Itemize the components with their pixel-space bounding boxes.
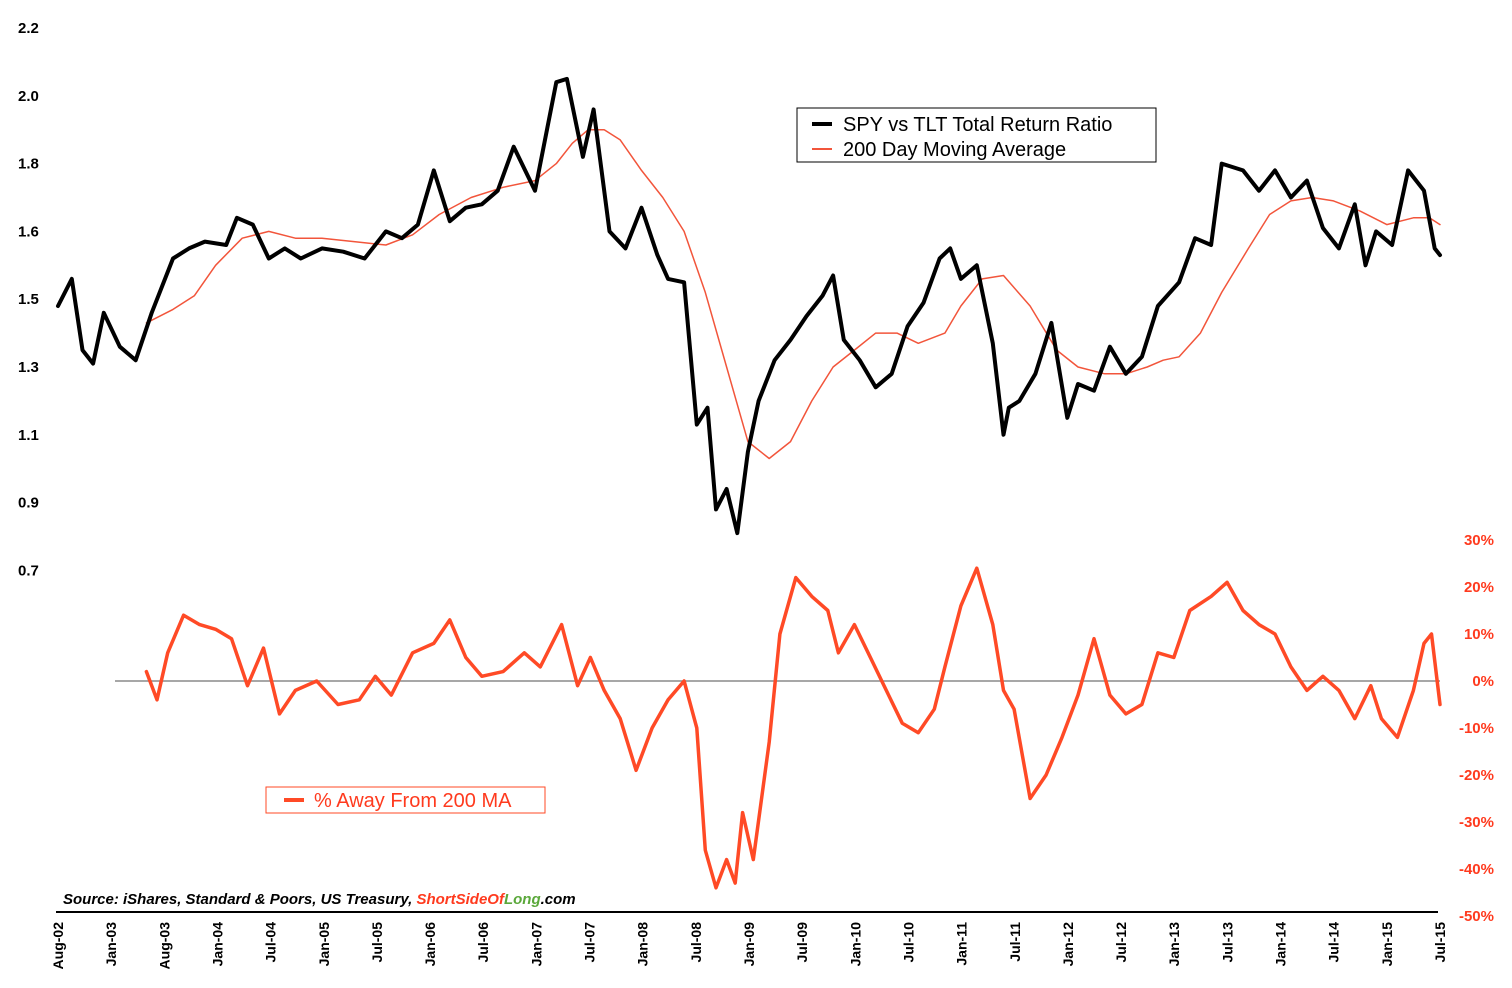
right-tick-label: -40% <box>1459 861 1494 878</box>
ma-200-line <box>145 128 1441 460</box>
legend-top-box <box>796 107 1157 163</box>
x-tick-label: Jul-13 <box>1219 922 1235 963</box>
x-tick-label: Jan-06 <box>422 922 438 967</box>
x-tick-label: Jul-05 <box>369 922 385 963</box>
x-tick-label: Jul-15 <box>1432 922 1448 963</box>
left-tick-label: 2.0 <box>18 88 39 105</box>
left-tick-label: 0.9 <box>18 495 39 512</box>
right-tick-label: 0% <box>1472 673 1494 690</box>
right-tick-label: 10% <box>1464 626 1494 643</box>
left-tick-label: 1.5 <box>18 291 39 308</box>
x-tick-label: Jul-12 <box>1113 922 1129 963</box>
x-tick-label: Jul-14 <box>1326 922 1342 963</box>
x-tick-label: Jan-13 <box>1166 922 1182 967</box>
series-layer <box>56 76 1442 890</box>
x-tick-label: Jul-10 <box>900 922 916 963</box>
x-tick-label: Jan-11 <box>954 922 970 966</box>
x-tick-label: Jan-10 <box>847 922 863 967</box>
x-tick-label: Jan-03 <box>103 922 119 967</box>
legend-bottom-box <box>265 786 546 814</box>
legend-top: SPY vs TLT Total Return Ratio 200 Day Mo… <box>796 107 1157 163</box>
x-tick-label: Jan-07 <box>528 922 544 967</box>
x-tick-label: Jan-04 <box>209 922 225 967</box>
x-tick-label: Jan-05 <box>316 922 332 967</box>
pct-away-line <box>144 566 1442 890</box>
legend-ma-label: 200 Day Moving Average <box>843 139 1066 161</box>
source-brand-short: ShortSideOf <box>416 891 506 908</box>
x-tick-label: Jan-15 <box>1379 922 1395 967</box>
legend-pct-label: % Away From 200 MA <box>314 790 512 812</box>
x-tick-label: Jan-08 <box>635 922 651 967</box>
x-tick-label: Jul-06 <box>475 922 491 963</box>
x-axis: Aug-02 Jan-03 Aug-03 Jan-04 Jul-04 Jan-05 Jul-… <box>50 922 1448 970</box>
left-tick-label: 1.3 <box>18 359 39 376</box>
x-tick-label: Aug-02 <box>50 922 66 970</box>
x-tick-label: Jan-14 <box>1273 922 1289 967</box>
right-tick-label: -20% <box>1459 767 1494 784</box>
x-tick-label: Jan-12 <box>1060 922 1076 967</box>
left-tick-label: 0.7 <box>18 562 39 579</box>
left-tick-label: 1.6 <box>18 223 39 240</box>
source-prefix: Source: iShares, Standard & Poors, US Tr… <box>63 891 416 908</box>
left-tick-label: 2.2 <box>18 20 39 37</box>
left-y-axis: 2.2 2.0 1.8 1.6 1.5 1.3 1.1 0.9 0.7 <box>18 20 39 579</box>
source-brand-suffix: .com <box>541 891 576 908</box>
right-tick-label: 30% <box>1464 532 1494 549</box>
right-y-axis: 30% 20% 10% 0% -10% -20% -30% -40% -50% <box>1459 532 1494 925</box>
source-brand-long: Long <box>504 891 541 908</box>
x-tick-label: Jan-09 <box>741 922 757 967</box>
left-tick-label: 1.1 <box>18 427 39 444</box>
legend-ratio-label: SPY vs TLT Total Return Ratio <box>843 114 1112 136</box>
ratio-line <box>56 76 1442 536</box>
x-tick-label: Jul-04 <box>263 922 279 963</box>
right-tick-label: 20% <box>1464 579 1494 596</box>
right-tick-label: -50% <box>1459 908 1494 925</box>
source-note: Source: iShares, Standard & Poors, US Tr… <box>63 891 576 908</box>
x-tick-label: Jul-11 <box>1007 922 1023 962</box>
legend-bottom: % Away From 200 MA <box>265 786 546 814</box>
x-tick-label: Jul-07 <box>582 922 598 963</box>
right-tick-label: -30% <box>1459 814 1494 831</box>
x-tick-label: Aug-03 <box>156 922 172 970</box>
left-tick-label: 1.8 <box>18 156 39 173</box>
right-tick-label: -10% <box>1459 720 1494 737</box>
x-tick-label: Jul-09 <box>794 922 810 963</box>
x-tick-label: Jul-08 <box>688 922 704 963</box>
